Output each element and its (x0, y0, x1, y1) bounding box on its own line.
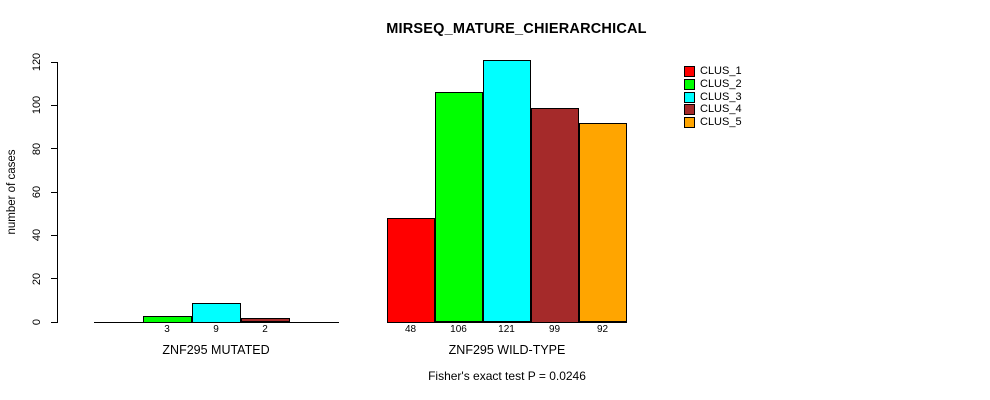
legend-swatch-CLUS_4 (684, 104, 695, 116)
y-tick-label: 100 (31, 96, 43, 115)
bar-value-label: 106 (450, 324, 467, 335)
bar-CLUS_3-wild-type (482, 59, 531, 323)
bar-CLUS_4-mutated (240, 317, 290, 323)
y-tick-label: 60 (31, 185, 43, 199)
y-tick-mark (51, 104, 57, 106)
bar-value-label: 2 (262, 324, 268, 335)
y-axis-line (57, 62, 58, 323)
bar-value-label: 48 (404, 324, 417, 335)
legend-label-CLUS_3: CLUS_3 (700, 90, 742, 103)
bar-CLUS_1-wild-type (386, 218, 435, 323)
y-tick-label: 120 (31, 52, 43, 72)
bar-CLUS_2-wild-type (434, 92, 483, 323)
bar-value-label: 92 (596, 324, 609, 335)
legend-label-CLUS_2: CLUS_2 (700, 77, 742, 90)
y-tick-mark (51, 234, 57, 236)
y-tick-label: 40 (31, 229, 43, 242)
group-label-mutated: ZNF295 MUTATED (162, 343, 270, 357)
legend-label-CLUS_1: CLUS_1 (700, 65, 742, 77)
y-axis-title: number of cases (6, 149, 18, 235)
legend-label-CLUS_5: CLUS_5 (700, 116, 742, 129)
legend-swatch-CLUS_2 (684, 78, 695, 90)
y-tick-mark (51, 191, 57, 193)
y-tick-mark (51, 278, 57, 280)
y-tick-label: 80 (31, 142, 43, 155)
y-tick-label: 20 (31, 272, 43, 285)
y-tick-mark (51, 61, 57, 63)
y-tick-mark (51, 148, 57, 150)
legend-swatch-CLUS_5 (684, 117, 695, 129)
y-tick-label: 0 (31, 318, 43, 326)
bar-value-label: 9 (213, 324, 219, 335)
bar-value-label: 121 (498, 324, 515, 335)
legend-label-CLUS_4: CLUS_4 (700, 103, 742, 116)
bar-CLUS_2-mutated (142, 315, 192, 323)
bar-value-label: 3 (164, 324, 170, 335)
fisher-test-footnote: Fisher's exact test P = 0.0246 (428, 369, 586, 383)
legend-swatch-CLUS_3 (684, 91, 695, 103)
legend-swatch-CLUS_1 (684, 66, 695, 77)
bar-CLUS_5-wild-type (578, 122, 627, 323)
chart-title: MIRSEQ_MATURE_CHIERARCHICAL (386, 21, 647, 37)
bar-value-label: 99 (548, 324, 561, 335)
group-label-wild-type: ZNF295 WILD-TYPE (448, 343, 566, 357)
bar-CLUS_4-wild-type (530, 107, 579, 323)
bar-CLUS_3-mutated (191, 302, 241, 323)
y-tick-mark (51, 321, 57, 323)
